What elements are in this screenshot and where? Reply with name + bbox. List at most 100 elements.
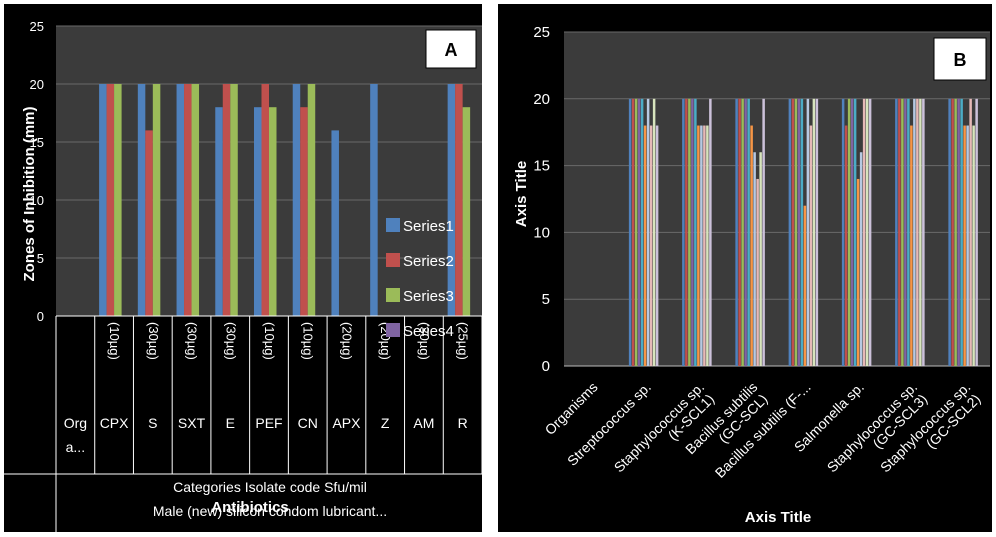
y-tick-label: 15 [30,135,44,150]
category-dose-label: (30µg) [146,322,161,360]
bar [859,152,863,366]
category-label: Org [64,415,87,431]
bar [847,98,851,367]
bar [913,98,916,367]
x-axis-title: Axis Title [745,509,811,526]
y-tick-label: 20 [30,77,44,92]
bar [741,98,744,367]
panel-label: B [954,50,967,70]
bar [307,84,316,316]
category-label: E [226,415,235,431]
bar [756,178,759,366]
bar [631,98,635,367]
bar [292,84,301,316]
bar [954,98,957,367]
category-axis-title: Male (new) silicon condom lubricant... [153,503,387,519]
bar [809,125,813,367]
category-label: Z [381,415,390,431]
bar [747,98,750,367]
bar [709,98,712,367]
bar [865,98,869,367]
bar [901,98,904,367]
category-dose-label: (10µg) [262,322,277,360]
legend-label: Series3 [403,288,454,305]
bar [797,98,801,367]
bar [637,98,641,367]
category-label: Staphylococcus sp. [611,379,708,476]
bar [800,98,804,367]
bar [462,107,471,316]
y-tick-label: 15 [533,158,550,175]
y-axis-title: Zones of Inhibition (mm) [21,107,38,282]
legend-label: Series1 [403,218,454,235]
legend-swatch [386,253,400,267]
category-dose-label: (10µg) [301,322,316,360]
legend-swatch [386,218,400,232]
chart-panel-a: 0 5 10 15 20 25 (10µg) (30µg) (30µg) (30µg) (10µg)… [4,4,483,532]
category-dose-label: (10µg) [107,322,122,360]
bar [703,125,706,367]
bar [957,98,960,367]
bar [682,98,685,367]
bar [922,98,925,367]
y-tick-label: 5 [37,251,44,266]
bar [176,84,185,316]
bar [628,98,632,367]
bar [191,84,200,316]
bar [753,152,756,366]
y-tick-label: 25 [533,24,550,41]
bar [841,98,845,367]
bar [99,84,107,316]
category-dose-label: (30µg) [223,322,238,360]
bar [812,98,816,367]
bar [370,84,378,316]
bar [300,107,308,316]
category-label: PEF [255,415,282,431]
bar [856,178,860,366]
bar [919,98,922,367]
chart-a-svg: 0 5 10 15 20 25 (10µg) (30µg) (30µg) (30µg) (10µg)… [4,19,483,532]
bar [916,98,919,367]
chart-panel-b: 0 5 10 15 20 25 Organisms Streptococcus sp. Stap… [498,4,992,532]
category-label: S [148,415,157,431]
bar [948,98,951,367]
bar [951,98,954,367]
panel-label: A [445,40,458,60]
category-label: CPX [100,415,129,431]
bar [254,107,262,316]
bar [137,84,146,316]
bar [750,125,753,367]
panel-label-box [425,29,477,69]
bar [152,84,161,316]
bar [963,125,966,367]
bar [862,98,866,367]
bar [114,84,122,316]
bar [904,98,907,367]
x-axis-title: Antibiotics [211,499,289,516]
bar [685,98,688,367]
bar [794,98,798,367]
y-tick-label: 10 [30,193,44,208]
bar [106,84,115,316]
bar [969,98,972,367]
bar [447,84,456,316]
legend-swatch [386,323,400,337]
bar [634,98,638,367]
bar [850,98,854,367]
bar [649,125,653,367]
bar [759,152,762,366]
bar [261,84,269,316]
legend-label: Series2 [403,253,454,270]
bar [331,130,339,316]
bar [762,98,765,367]
y-axis-title: Axis Title [513,161,530,227]
bar [222,84,231,316]
legend-swatch [386,288,400,302]
category-label: SXT [178,415,206,431]
bar [907,98,910,367]
category-dose-label: (25µg) [456,322,471,360]
bar [652,98,656,367]
bar [806,98,810,367]
y-tick-label: 0 [542,358,550,375]
